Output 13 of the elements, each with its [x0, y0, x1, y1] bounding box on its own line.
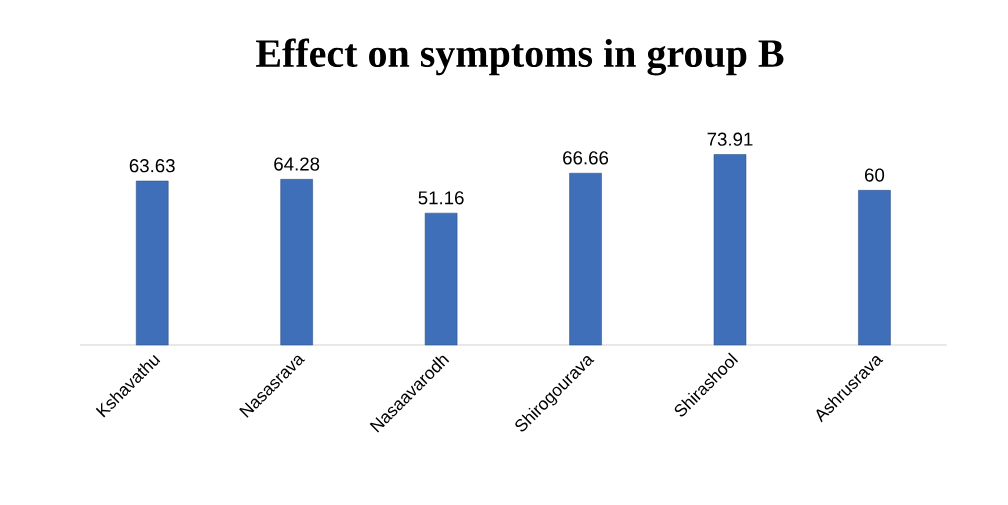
- bar: [135, 180, 169, 346]
- chart-title: Effect on symptoms in group B: [256, 38, 784, 76]
- data-label: 66.66: [563, 151, 609, 165]
- bar: [858, 190, 891, 346]
- data-label: 51.16: [418, 191, 464, 205]
- data-label: 60: [865, 168, 885, 182]
- bar: [569, 172, 602, 346]
- bar: [713, 154, 747, 346]
- data-label: 73.91: [707, 132, 753, 146]
- data-label: 64.28: [274, 157, 320, 171]
- bar: [424, 212, 458, 346]
- data-label: 63.63: [129, 159, 175, 173]
- bar: [280, 179, 313, 346]
